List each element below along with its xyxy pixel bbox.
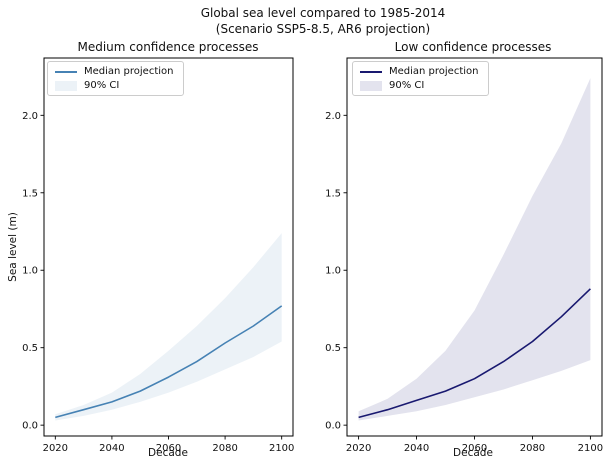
legend-label-ci: 90% CI	[389, 80, 425, 91]
plot-area-medium: 2020 2040 2060 2080 2100 0.0 0.5 1.0 1.5 2.0	[22, 57, 294, 454]
legend-label-median: Median projection	[389, 66, 479, 77]
x-tick-label: 2080	[212, 443, 237, 454]
x-tick-label: 2060	[462, 443, 487, 454]
legend-entry-ci: 90% CI	[360, 80, 479, 91]
median-line-swatch	[55, 70, 77, 73]
confidence-band	[358, 78, 591, 421]
x-axis-label-medium: Decade	[148, 447, 188, 459]
y-axis-label: Sea level (m)	[7, 212, 19, 282]
legend-entry-ci: 90% CI	[55, 80, 174, 91]
legend-entry-median: Median projection	[360, 66, 479, 77]
x-tick-label: 2020	[43, 443, 68, 454]
subplot-low-confidence: Low confidence processes 2020 2040 2060 208…	[305, 0, 610, 476]
legend-label-median: Median projection	[84, 66, 174, 77]
y-tick-label: 1.5	[22, 188, 38, 199]
y-tick-label: 1.0	[22, 266, 38, 277]
x-tick-label: 2100	[269, 443, 294, 454]
plot-area-low: 2020 2040 2060 2080 2100 0.0 0.5 1.0 1.5 2.0	[325, 57, 603, 454]
y-tick-label: 2.0	[22, 111, 38, 122]
x-tick-label: 2020	[346, 443, 371, 454]
figure-title-line1: Global sea level compared to 1985-2014	[200, 6, 446, 20]
subplot-medium-confidence: Medium confidence processes 2020 2040 2060…	[7, 40, 294, 459]
y-tick-label: 2.0	[325, 111, 341, 122]
y-tick-label: 0.0	[325, 421, 341, 432]
median-line	[358, 288, 591, 419]
x-tick-label: 2040	[404, 443, 429, 454]
ci-band-swatch	[360, 80, 382, 91]
legend-label-ci: 90% CI	[84, 80, 120, 91]
figure-title: Global sea level compared to 1985-2014 (…	[201, 6, 446, 37]
x-axis-label-low: Decade	[453, 447, 493, 459]
median-line-swatch	[360, 70, 382, 73]
ci-band-swatch	[55, 80, 77, 91]
subplot-title-low: Low confidence processes	[394, 40, 552, 54]
legend-entry-median: Median projection	[55, 66, 174, 77]
x-tick-label: 2080	[520, 443, 545, 454]
confidence-band	[55, 233, 282, 421]
subplot-title-medium: Medium confidence processes	[77, 40, 259, 54]
legend-low: Median projection 90% CI	[352, 61, 489, 96]
median-line	[55, 305, 283, 419]
y-tick-label: 0.5	[22, 343, 38, 354]
x-tick-label: 2040	[99, 443, 124, 454]
x-tick-label: 2100	[578, 443, 603, 454]
legend-medium: Median projection 90% CI	[47, 61, 184, 96]
y-tick-label: 1.5	[325, 188, 341, 199]
y-tick-label: 0.5	[325, 343, 341, 354]
y-tick-label: 0.0	[22, 421, 38, 432]
y-tick-label: 1.0	[325, 266, 341, 277]
figure-title-line2: (Scenario SSP5-8.5, AR6 projection)	[215, 21, 431, 36]
x-tick-label: 2060	[156, 443, 181, 454]
